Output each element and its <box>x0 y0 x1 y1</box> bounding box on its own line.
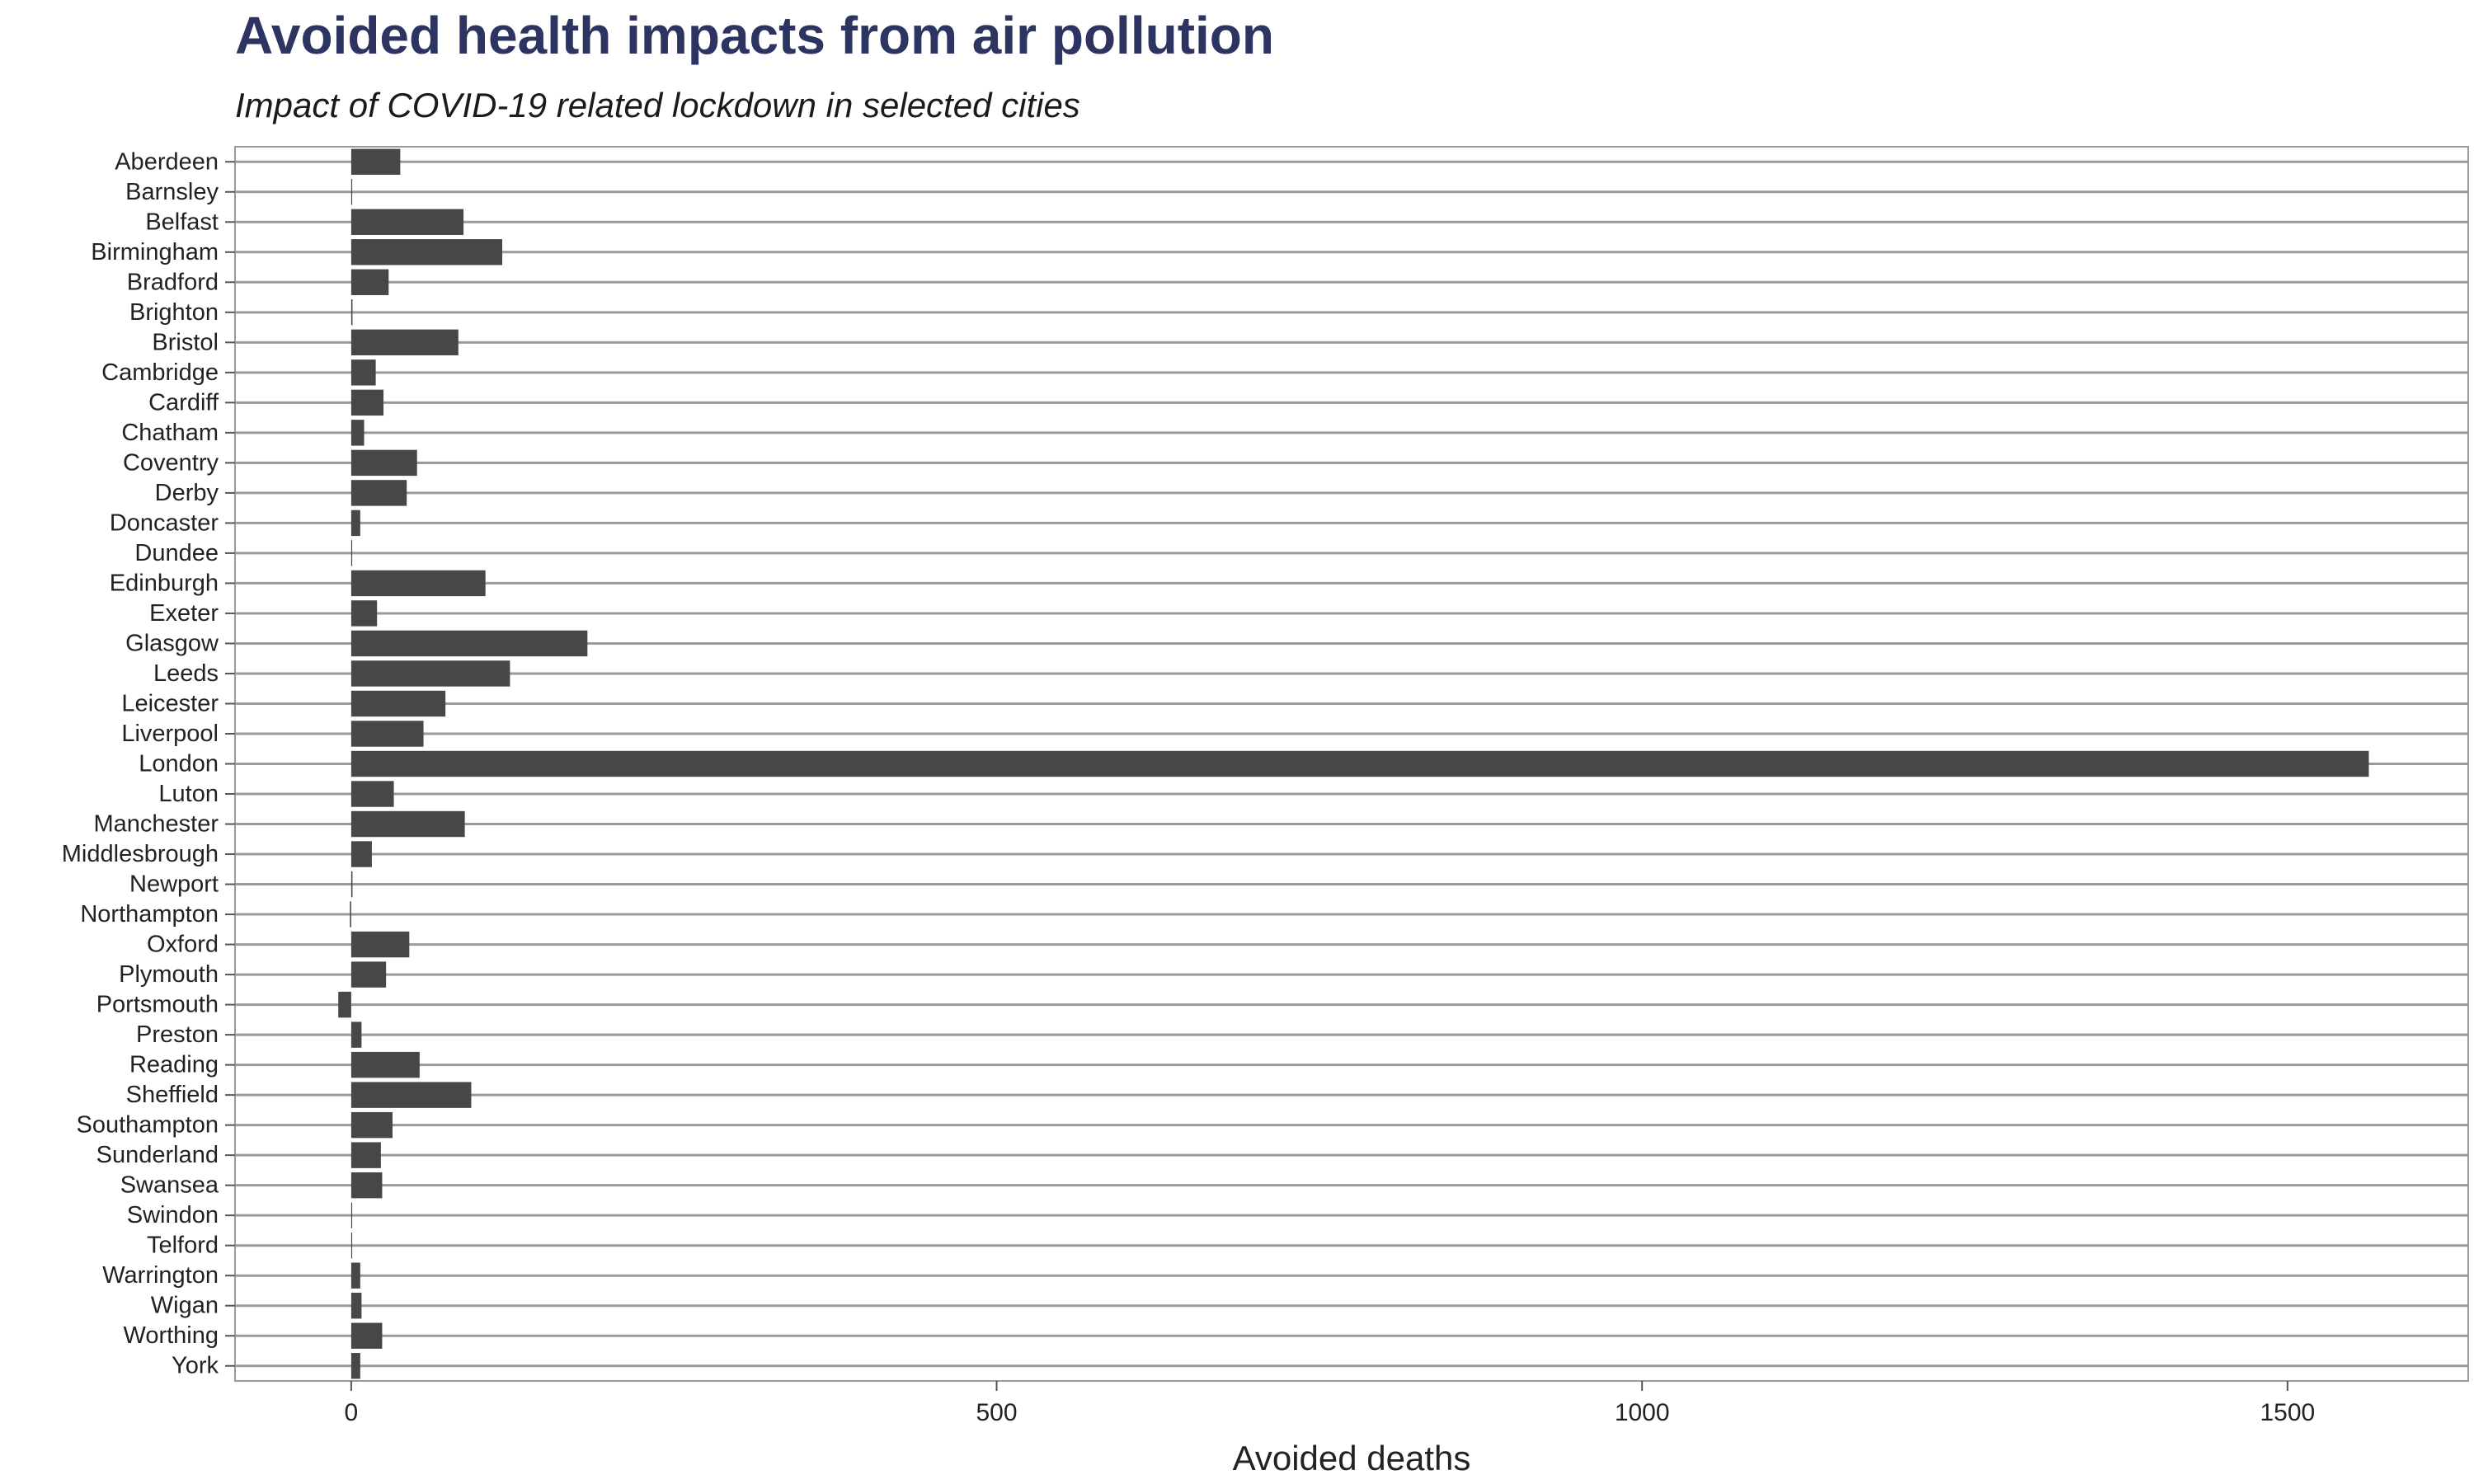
y-tick-label: Doncaster <box>110 510 219 536</box>
bar-brighton <box>350 299 353 326</box>
y-tick-label: Coventry <box>123 449 219 476</box>
y-tick-label: Derby <box>155 480 219 506</box>
y-tick-label: Bradford <box>127 269 219 295</box>
y-tick-label: Reading <box>129 1052 219 1078</box>
x-tick-label: 1500 <box>2260 1399 2315 1426</box>
y-tick-label: Cardiff <box>148 389 219 416</box>
bar-birmingham <box>350 239 503 265</box>
x-tick-label: 0 <box>345 1399 359 1426</box>
y-tick-label: Newport <box>129 871 219 898</box>
bar-belfast <box>350 209 464 235</box>
x-axis-title: Avoided deaths <box>1233 1439 1471 1477</box>
y-tick-label: York <box>172 1353 219 1379</box>
y-tick-label: Luton <box>158 781 219 807</box>
chart-subtitle: Impact of COVID-19 related lockdown in s… <box>235 86 1080 124</box>
bar-telford <box>350 1232 353 1259</box>
y-tick-label: Manchester <box>93 811 219 838</box>
bar-swansea <box>350 1172 383 1199</box>
bars <box>338 148 2369 1379</box>
bar-chatham <box>350 420 365 446</box>
bar-bristol <box>350 329 459 356</box>
bar-northampton <box>350 901 351 928</box>
y-tick-label: Southampton <box>76 1112 219 1139</box>
y-tick-label: Brighton <box>129 299 219 326</box>
bar-bradford <box>350 269 389 296</box>
y-tick-label: Leeds <box>153 660 219 687</box>
y-tick-label: London <box>139 751 219 777</box>
y-tick-label: Swansea <box>120 1172 219 1199</box>
y-tick-label: Chatham <box>121 420 219 446</box>
y-tick-label: Warrington <box>102 1262 219 1289</box>
chart-title: Avoided health impacts from air pollutio… <box>235 6 1274 65</box>
y-tick-label: Glasgow <box>125 630 219 656</box>
y-axis: Aberdeen Barnsley Belfast Birmingham Bradfor… <box>62 148 235 1379</box>
bar-swindon <box>350 1202 353 1228</box>
x-tick-label: 1000 <box>1615 1399 1670 1426</box>
bar-exeter <box>350 600 378 627</box>
y-tick-label: Plymouth <box>119 961 219 988</box>
bar-oxford <box>350 931 410 958</box>
y-tick-label: Edinburgh <box>110 570 219 596</box>
y-tick-label: Middlesbrough <box>62 841 219 867</box>
bar-sheffield <box>350 1082 472 1108</box>
bar-plymouth <box>350 961 387 988</box>
bar-cardiff <box>350 389 384 416</box>
bar-worthing <box>350 1322 383 1349</box>
bar-wigan <box>350 1293 362 1319</box>
bar-middlesbrough <box>350 841 372 867</box>
y-tick-label: Belfast <box>145 209 219 235</box>
y-tick-label: Portsmouth <box>96 992 219 1018</box>
bar-leicester <box>350 690 446 717</box>
bar-leeds <box>350 660 510 687</box>
bar-dundee <box>350 540 353 566</box>
y-tick-label: Sunderland <box>96 1142 219 1168</box>
y-tick-label: Barnsley <box>125 179 219 205</box>
bar-portsmouth <box>338 991 351 1018</box>
bar-aberdeen <box>350 148 401 175</box>
bar-manchester <box>350 810 465 838</box>
bar-reading <box>350 1051 420 1078</box>
y-tick-label: Aberdeen <box>115 148 219 175</box>
bar-york <box>350 1353 360 1379</box>
y-tick-label: Swindon <box>127 1202 219 1228</box>
bar-london <box>350 750 2369 777</box>
bar-liverpool <box>350 721 424 747</box>
bar-warrington <box>350 1262 360 1289</box>
x-tick-label: 500 <box>976 1399 1018 1426</box>
bar-derby <box>350 480 407 506</box>
bar-edinburgh <box>350 570 486 597</box>
bar-newport <box>350 871 353 898</box>
y-tick-label: Exeter <box>149 600 219 627</box>
bar-cambridge <box>350 359 376 386</box>
y-tick-label: Worthing <box>123 1322 219 1349</box>
y-tick-label: Dundee <box>134 540 219 566</box>
y-tick-label: Bristol <box>152 329 219 355</box>
bar-barnsley <box>350 179 353 205</box>
y-tick-label: Sheffield <box>126 1082 219 1108</box>
y-tick-label: Birmingham <box>91 239 219 265</box>
y-tick-label: Wigan <box>151 1293 219 1319</box>
y-tick-label: Cambridge <box>101 359 219 386</box>
x-axis: 0 500 1000 1500 <box>345 1381 2315 1426</box>
bar-glasgow <box>350 630 588 657</box>
gridlines <box>235 160 2468 1368</box>
bar-sunderland <box>350 1142 381 1168</box>
y-tick-label: Leicester <box>121 690 219 716</box>
y-tick-label: Preston <box>136 1021 219 1048</box>
bar-preston <box>350 1021 362 1048</box>
y-tick-label: Oxford <box>147 932 219 958</box>
bar-southampton <box>350 1111 393 1139</box>
y-tick-label: Northampton <box>80 901 219 928</box>
y-tick-label: Liverpool <box>121 721 219 747</box>
bar-luton <box>350 781 394 807</box>
bar-doncaster <box>350 510 360 537</box>
bar-coventry <box>350 449 417 477</box>
y-tick-label: Telford <box>147 1233 219 1259</box>
